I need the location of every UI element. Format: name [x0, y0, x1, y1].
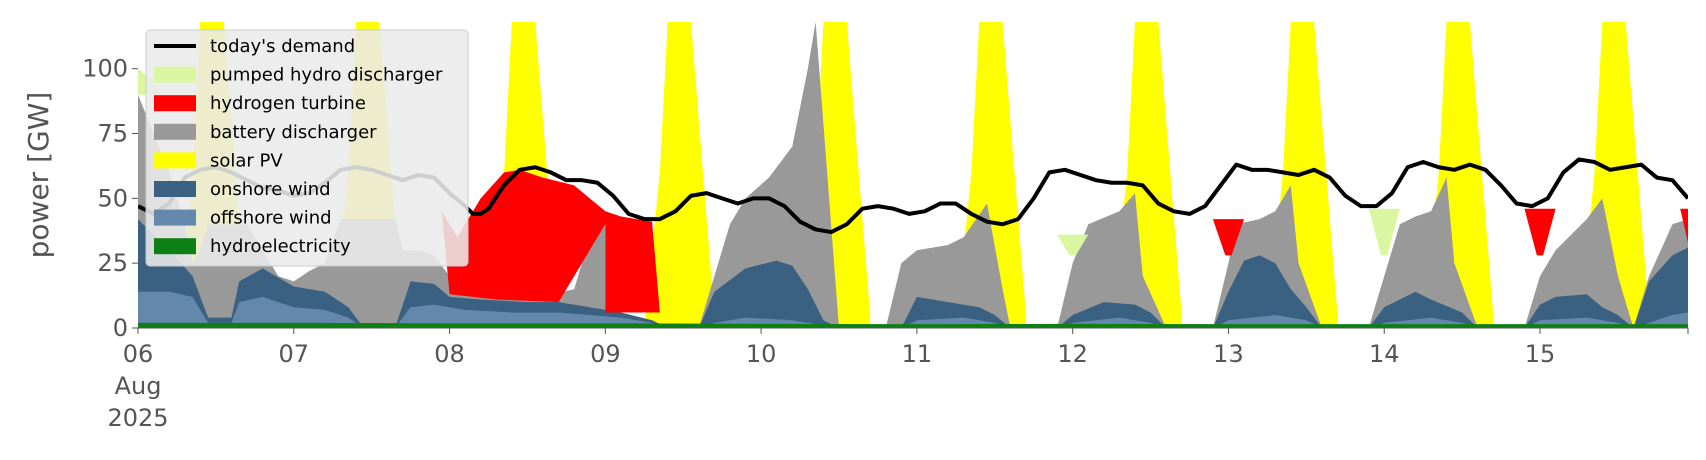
x-tick-label: 10	[746, 340, 777, 368]
x-tick-label: 13	[1213, 340, 1244, 368]
legend: today's demand pumped hydro discharger hyd…	[145, 29, 469, 267]
x-tick-label-line: 08	[434, 340, 465, 368]
x-tick-label-line: 07	[279, 340, 310, 368]
legend-label: pumped hydro discharger	[210, 65, 443, 86]
x-tick-label: 08	[434, 340, 465, 368]
y-tick-label: 25	[97, 249, 128, 277]
x-tick-label: 09	[590, 340, 621, 368]
solar-pv-area-day-4	[644, 22, 715, 328]
y-axis-ticks: 0 25 50 75 100	[82, 55, 138, 342]
x-tick-label-line: 14	[1369, 340, 1400, 368]
x-tick-label: 07	[279, 340, 310, 368]
hydroelectricity-area	[138, 322, 1688, 328]
gen-blip-1	[1057, 234, 1089, 256]
legend-label: solar PV	[210, 150, 283, 171]
x-tick-label: 12	[1057, 340, 1088, 368]
x-tick-label: 15	[1525, 340, 1556, 368]
x-tick-label-line: 12	[1057, 340, 1088, 368]
y-tick-label: 0	[113, 314, 128, 342]
x-axis-ticks: 06 Aug 2025 07 08 09 10 11 12 13 14 15	[107, 328, 1689, 432]
legend-swatch	[154, 66, 196, 83]
x-tick-label-line: 15	[1525, 340, 1556, 368]
legend-label: onshore wind	[210, 179, 331, 200]
plot-area	[138, 22, 1688, 329]
legend-box	[145, 29, 469, 267]
legend-label: offshore wind	[210, 208, 332, 229]
gen-blip-3	[1368, 208, 1400, 256]
legend-swatch	[154, 181, 196, 197]
x-tick-label-line: 09	[590, 340, 621, 368]
legend-label: battery discharger	[210, 122, 377, 143]
gen-blip-2	[1212, 219, 1245, 256]
y-axis-label: power [GW]	[22, 92, 55, 259]
legend-swatch	[154, 95, 196, 112]
legend-swatch	[154, 123, 196, 140]
legend-label: hydrogen turbine	[210, 93, 366, 114]
x-tick-label-line: Aug	[115, 372, 162, 400]
x-tick-label: 06 Aug 2025	[107, 340, 168, 432]
offshore-wind-area	[138, 291, 1688, 328]
hydrogen-turbine-area	[441, 169, 660, 313]
x-tick-label-line: 10	[746, 340, 777, 368]
legend-swatch	[154, 209, 196, 226]
x-tick-label: 14	[1369, 340, 1400, 368]
legend-swatch	[154, 238, 196, 255]
x-tick-label: 11	[902, 340, 933, 368]
legend-label: hydroelectricity	[210, 236, 351, 257]
legend-swatch	[154, 152, 196, 169]
x-tick-label-line: 2025	[107, 404, 168, 432]
x-tick-label-line: 06	[123, 340, 154, 368]
y-tick-label: 75	[97, 120, 128, 148]
x-tick-label-line: 13	[1213, 340, 1244, 368]
y-tick-label: 50	[97, 184, 128, 212]
x-tick-label-line: 11	[902, 340, 933, 368]
legend-label: today's demand	[210, 36, 355, 57]
series-group	[138, 22, 1688, 328]
gen-blip-5	[1680, 208, 1688, 243]
gen-blip-4	[1524, 208, 1556, 256]
y-tick-label: 100	[82, 55, 128, 83]
onshore-wind-area	[138, 219, 1688, 328]
